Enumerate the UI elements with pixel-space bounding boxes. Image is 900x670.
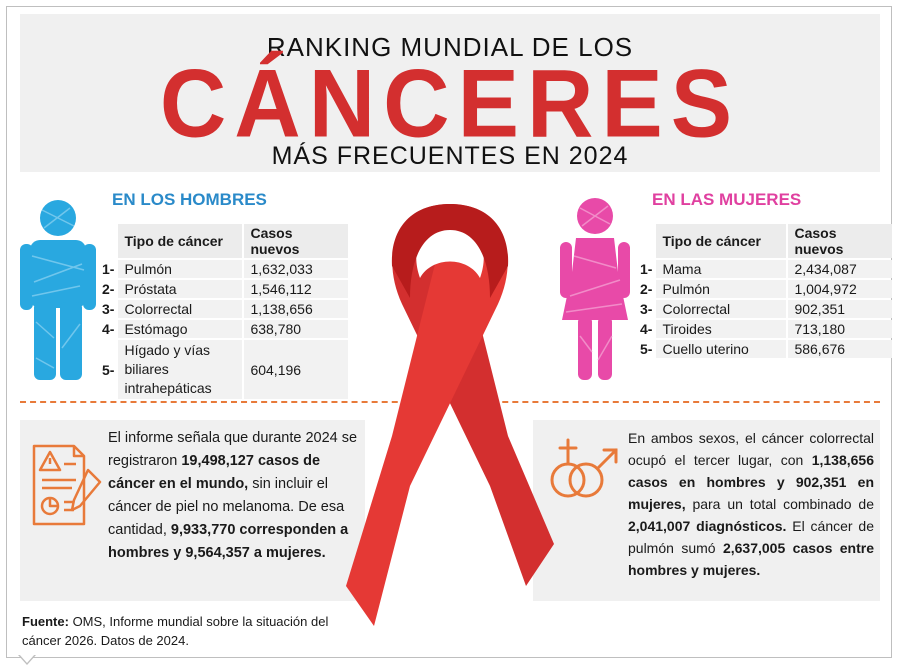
left-info-text: El informe señala que durante 2024 se re… xyxy=(108,427,368,565)
new-cases: 2,434,087 xyxy=(788,260,893,278)
info-text: El informe señala que durante 2024 se re… xyxy=(108,430,358,469)
source-note: Fuente: OMS, Informe mundial sobre la si… xyxy=(22,612,367,650)
cancer-type: Tiroides xyxy=(656,320,787,338)
women-section-title: EN LAS MUJERES xyxy=(652,190,802,209)
cancer-type: Pulmón xyxy=(656,280,787,298)
gender-symbols-icon xyxy=(550,438,618,498)
cancer-type: Estómago xyxy=(118,320,243,338)
col-type-header: Tipo de cáncer xyxy=(656,224,787,258)
cancer-type: Próstata xyxy=(118,280,243,298)
info-text: En ambos sexos, el cáncer colorrectal oc… xyxy=(628,430,874,468)
info-highlight: 1,138,656 casos en hombres y 902,351 en … xyxy=(628,452,874,512)
table-row: 5- Hígado y vías biliares intrahepáticas… xyxy=(96,340,349,399)
new-cases: 902,351 xyxy=(788,300,893,318)
title-bottom: MÁS FRECUENTES EN 2024 xyxy=(271,142,629,170)
men-ranking-table: Tipo de cáncer Casos nuevos 1- Pulmón 1,… xyxy=(96,222,349,401)
table-row: 1- Pulmón 1,632,033 xyxy=(96,260,349,278)
new-cases: 1,632,033 xyxy=(244,260,349,278)
new-cases: 586,676 xyxy=(788,340,893,358)
men-section-title: EN LOS HOMBRES xyxy=(112,190,267,209)
rank-number: 4- xyxy=(634,320,657,338)
table-row: 5- Cuello uterino 586,676 xyxy=(634,340,893,358)
source-label: Fuente: xyxy=(22,614,69,629)
info-highlight: 2,041,007 diagnósticos. xyxy=(628,518,787,534)
cancer-type: Hígado y vías biliares intrahepáticas xyxy=(118,340,243,399)
title-main: CÁNCERES xyxy=(159,50,741,158)
info-highlight: 9,933,770 corresponden a hombres y 9,564… xyxy=(108,522,349,561)
new-cases: 1,138,656 xyxy=(244,300,349,318)
cancer-type: Mama xyxy=(656,260,787,278)
col-cases-header: Casos nuevos xyxy=(244,224,349,258)
info-text: El cáncer de pulmón sumó xyxy=(628,518,874,556)
rank-number: 2- xyxy=(96,280,119,298)
title-top: RANKING MUNDIAL DE LOS xyxy=(266,32,634,62)
table-row: 2- Próstata 1,546,112 xyxy=(96,280,349,298)
table-row: 4- Estómago 638,780 xyxy=(96,320,349,338)
cancer-type: Colorrectal xyxy=(118,300,243,318)
rank-number: 4- xyxy=(96,320,119,338)
info-highlight: 19,498,127 casos de cáncer en el mundo, xyxy=(108,453,321,492)
new-cases: 1,004,972 xyxy=(788,280,893,298)
woman-icon xyxy=(560,198,630,380)
table-row: 4- Tiroides 713,180 xyxy=(634,320,893,338)
rank-number: 5- xyxy=(96,340,119,399)
table-row: 3- Colorrectal 1,138,656 xyxy=(96,300,349,318)
new-cases: 604,196 xyxy=(244,340,349,399)
rank-number: 5- xyxy=(634,340,657,358)
table-header-row: Tipo de cáncer Casos nuevos xyxy=(96,224,349,258)
info-text: para un total combinado de xyxy=(685,496,874,512)
report-document-icon xyxy=(32,444,102,526)
table-header-row: Tipo de cáncer Casos nuevos xyxy=(634,224,893,258)
new-cases: 638,780 xyxy=(244,320,349,338)
man-icon xyxy=(20,200,96,380)
cancer-type: Pulmón xyxy=(118,260,243,278)
source-text: OMS, Informe mundial sobre la situación … xyxy=(22,614,329,648)
header-banner: RANKING MUNDIAL DE LOS CÁNCERES MÁS FREC… xyxy=(20,14,880,172)
info-text: sin incluir el cáncer de piel no melanom… xyxy=(108,476,345,538)
col-type-header: Tipo de cáncer xyxy=(118,224,243,258)
rank-number: 1- xyxy=(96,260,119,278)
rank-number: 2- xyxy=(634,280,657,298)
table-row: 3- Colorrectal 902,351 xyxy=(634,300,893,318)
women-ranking-table: Tipo de cáncer Casos nuevos 1- Mama 2,43… xyxy=(634,222,893,360)
cancer-type: Colorrectal xyxy=(656,300,787,318)
info-highlight: 2,637,005 casos entre hombres y mujeres. xyxy=(628,540,874,578)
right-info-text: En ambos sexos, el cáncer colorrectal oc… xyxy=(628,427,874,581)
rank-number: 1- xyxy=(634,260,657,278)
new-cases: 713,180 xyxy=(788,320,893,338)
awareness-ribbon-icon xyxy=(346,204,554,626)
table-row: 2- Pulmón 1,004,972 xyxy=(634,280,893,298)
new-cases: 1,546,112 xyxy=(244,280,349,298)
rank-number: 3- xyxy=(96,300,119,318)
col-cases-header: Casos nuevos xyxy=(788,224,893,258)
table-row: 1- Mama 2,434,087 xyxy=(634,260,893,278)
rank-number: 3- xyxy=(634,300,657,318)
right-info-box xyxy=(533,420,880,601)
cancer-type: Cuello uterino xyxy=(656,340,787,358)
frame-notch-inner xyxy=(19,654,35,663)
